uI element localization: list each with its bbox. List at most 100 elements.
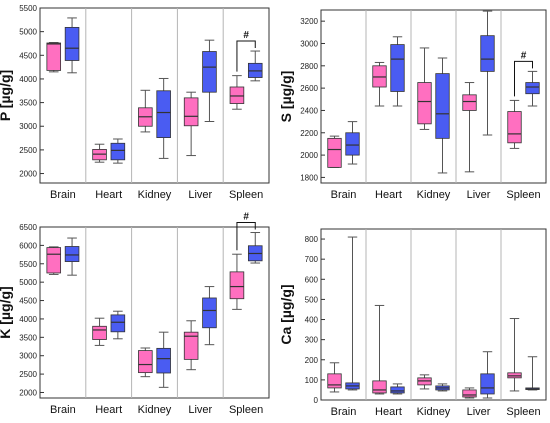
box-iqr: [229, 271, 245, 300]
box-iqr: [110, 142, 126, 161]
box-brain-series-1: [46, 246, 62, 275]
box-kidney-series-2: [435, 57, 450, 174]
category-label: Heart: [95, 189, 122, 201]
box-spleen-series-1: [229, 253, 245, 310]
y-tick-label: 2200: [300, 129, 318, 138]
box-spleen-series-1: [507, 99, 522, 149]
y-tick-label: 3500: [19, 333, 37, 342]
box-iqr: [345, 132, 360, 156]
significance-bracket: #: [236, 30, 256, 72]
category-label: Brain: [50, 404, 76, 416]
y-axis-label: P [µg/g]: [0, 70, 13, 121]
box-iqr: [327, 373, 342, 389]
box-iqr: [202, 51, 217, 93]
box-heart-series-1: [372, 304, 387, 395]
box-kidney-series-1: [138, 347, 153, 378]
box-kidney-series-1: [138, 89, 153, 133]
box-iqr: [183, 97, 199, 127]
box-kidney-series-2: [156, 331, 171, 388]
y-tick-label: 4000: [19, 75, 37, 84]
y-tick-label: 3000: [19, 352, 37, 361]
bracket-line: [236, 222, 256, 251]
box-heart-series-2: [390, 383, 405, 395]
box-brain-series-2: [64, 17, 80, 74]
panel-1: 2000 2500 3000 3500 4000 4500 5000 5500 P [µg/g]…: [0, 4, 270, 201]
box-iqr: [525, 82, 540, 95]
y-tick-label: 700: [305, 255, 319, 264]
bracket-line: [236, 40, 256, 72]
plot-frame: [39, 7, 270, 184]
y-tick-label: 600: [305, 275, 319, 284]
box-iqr: [183, 331, 199, 360]
box-iqr: [462, 94, 477, 111]
panel-4: 0 100 200 300 400 500 600 700 800 Ca [µg/g] Brain H…: [278, 228, 547, 418]
box-kidney-series-1: [417, 374, 432, 390]
box-liver-series-1: [462, 82, 477, 173]
category-label: Kidney: [417, 406, 451, 418]
box-liver-series-1: [183, 91, 199, 157]
box-heart-series-2: [110, 310, 126, 340]
y-tick-label: 2400: [300, 106, 318, 115]
box-iqr: [462, 389, 477, 398]
box-iqr: [229, 86, 245, 104]
category-label: Kidney: [138, 189, 172, 201]
y-tick-label: 5000: [19, 28, 37, 37]
y-tick-label: 2000: [19, 170, 37, 179]
significance-mark: #: [243, 30, 249, 41]
box-heart-series-2: [110, 138, 126, 164]
box-kidney-series-1: [417, 47, 432, 130]
box-iqr: [417, 82, 432, 125]
box-iqr: [156, 90, 171, 138]
bracket-line: [514, 60, 533, 97]
category-label: Liver: [467, 406, 491, 418]
box-brain-series-1: [46, 42, 62, 73]
box-brain-series-1: [327, 135, 342, 168]
plot-frame: [39, 226, 270, 399]
category-label: Spleen: [229, 189, 263, 201]
significance-bracket: #: [236, 212, 256, 251]
box-spleen-series-1: [229, 75, 245, 110]
category-label: Spleen: [229, 404, 263, 416]
box-iqr: [64, 26, 80, 61]
box-brain-series-2: [64, 237, 80, 276]
box-liver-series-2: [480, 351, 495, 399]
box-iqr: [435, 73, 450, 139]
y-tick-label: 2800: [300, 62, 318, 71]
box-iqr: [110, 314, 126, 333]
box-iqr: [372, 380, 387, 394]
y-tick-label: 4500: [19, 297, 37, 306]
y-tick-label: 5500: [19, 260, 37, 269]
y-axis-label: S [µg/g]: [278, 71, 294, 123]
box-heart-series-1: [92, 143, 107, 163]
box-heart-series-2: [390, 36, 405, 107]
panel-3: 2000 2500 3000 3500 4000 4500 5000 5500 6000 6500…: [0, 212, 270, 416]
box-spleen-series-2: [247, 50, 263, 82]
category-label: Heart: [375, 189, 402, 201]
box-brain-series-2: [345, 236, 360, 391]
y-tick-label: 6000: [19, 241, 37, 250]
box-brain-series-2: [345, 121, 360, 165]
category-label: Brain: [50, 189, 76, 201]
plot-frame: [320, 9, 547, 184]
box-iqr: [92, 325, 107, 340]
y-tick-label: 0: [314, 396, 319, 405]
y-tick-label: 500: [305, 295, 319, 304]
y-axis-label: Ca [µg/g]: [278, 284, 294, 344]
category-label: Spleen: [506, 406, 540, 418]
box-iqr: [138, 350, 153, 374]
category-label: Kidney: [138, 404, 172, 416]
box-heart-series-1: [372, 61, 387, 107]
box-brain-series-1: [327, 362, 342, 393]
category-label: Liver: [467, 189, 491, 201]
y-axis-label: K [µg/g]: [0, 286, 13, 338]
box-heart-series-1: [92, 317, 107, 346]
category-label: Liver: [188, 189, 212, 201]
category-label: Kidney: [417, 189, 451, 201]
category-label: Heart: [95, 404, 122, 416]
y-tick-label: 2500: [19, 146, 37, 155]
box-liver-series-2: [202, 286, 217, 346]
box-iqr: [327, 137, 342, 168]
y-tick-label: 3000: [19, 122, 37, 131]
box-iqr: [480, 35, 495, 72]
y-tick-label: 300: [305, 336, 319, 345]
